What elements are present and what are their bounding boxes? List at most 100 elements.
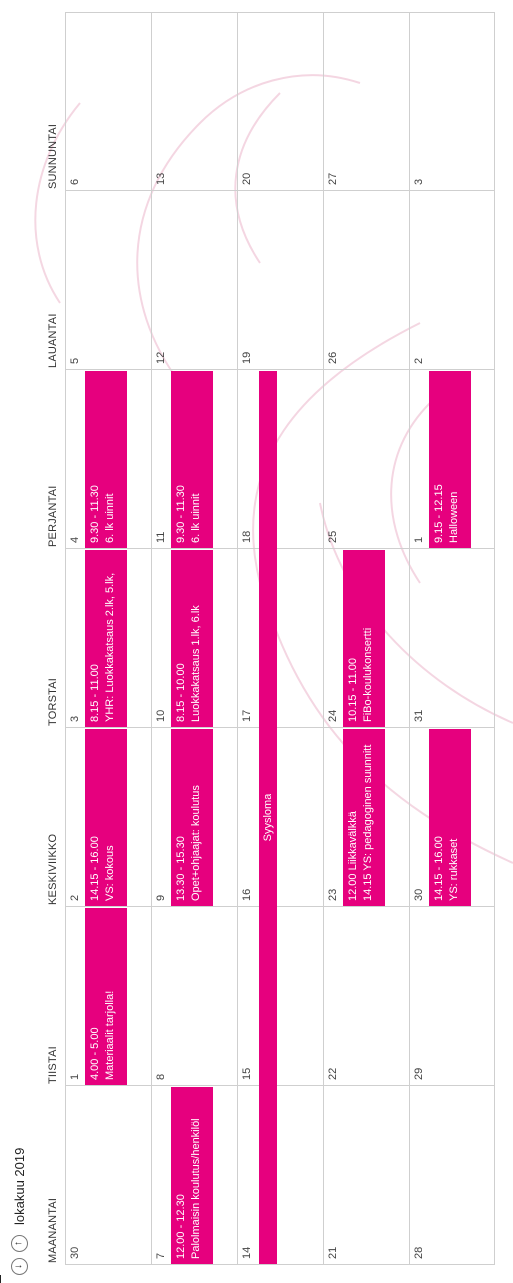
calendar-event[interactable]: 4.00 - 5.00 Materiaalit tarjolla! bbox=[85, 908, 127, 1085]
day-number: 28 bbox=[413, 1246, 425, 1259]
day-cell[interactable]: 21 bbox=[323, 1086, 409, 1265]
event-text: FiBo-koulukonsertti bbox=[362, 627, 374, 722]
day-cell[interactable]: 15 bbox=[237, 907, 323, 1086]
weekday-header: TIISTAI bbox=[47, 1046, 59, 1084]
event-text: Halloween bbox=[448, 491, 460, 543]
day-number: 4 bbox=[69, 536, 81, 543]
calendar-event[interactable]: 9.30 - 11.30 6. lk uinnit bbox=[85, 371, 127, 548]
day-number: 7 bbox=[155, 1252, 167, 1259]
calendar-event[interactable]: 12.00 Liikkavälkkä 14.15 YS: pedagoginen … bbox=[343, 729, 385, 906]
day-cell[interactable]: 2 bbox=[409, 191, 495, 370]
day-number: 18 bbox=[241, 530, 253, 543]
day-cell[interactable]: 3 bbox=[409, 12, 495, 191]
day-cell[interactable]: 5 bbox=[65, 191, 151, 370]
event-text: 14.15 YS: pedagoginen suunnitt bbox=[362, 744, 374, 901]
weekday-header: MAANANTAI bbox=[47, 1197, 59, 1263]
calendar-event[interactable]: 13.30 - 15.30 Opet+ohjaajat: koulutus bbox=[171, 729, 213, 906]
weekday-header: SUNNUNTAI bbox=[47, 123, 59, 189]
day-number: 10 bbox=[155, 709, 167, 722]
day-number: 3 bbox=[413, 178, 425, 185]
day-cell[interactable]: 14 bbox=[237, 1086, 323, 1265]
day-cell[interactable]: 12 bbox=[151, 191, 237, 370]
day-number: 3 bbox=[69, 715, 81, 722]
day-cell[interactable]: 18 bbox=[237, 370, 323, 549]
event-text: 6. lk uinnit bbox=[104, 493, 116, 543]
calendar-event[interactable]: 9.30 - 11.30 6. lk uinnit bbox=[171, 371, 213, 548]
event-text: Syysloma bbox=[261, 793, 274, 842]
event-text: 8.15 - 10.00 bbox=[175, 663, 187, 722]
event-text: 13.30 - 15.30 bbox=[175, 836, 187, 901]
weekday-header: LAUANTAI bbox=[47, 313, 59, 368]
multi-day-event[interactable]: Syysloma bbox=[259, 371, 277, 1264]
event-text: 12.00 Liikkavälkkä bbox=[347, 811, 359, 901]
event-text: 4.00 - 5.00 bbox=[89, 1027, 101, 1080]
arrow-down-icon: ↓ bbox=[13, 1264, 24, 1269]
event-text: Opet+ohjaajat: koulutus bbox=[190, 785, 202, 901]
calendar-event[interactable]: 8.15 - 11.00 YHR: Luokkakatsaus 2.lk, 5.l… bbox=[85, 550, 127, 727]
weekday-header: KESKIVIIKKO bbox=[47, 833, 59, 905]
day-number: 19 bbox=[241, 351, 253, 364]
calendar-event[interactable]: 14.15 - 16.00 VS: kokous bbox=[85, 729, 127, 906]
month-grid: MAANANTAI TIISTAI KESKIVIIKKO TORSTAI PERJAN… bbox=[47, 0, 497, 1265]
event-text: Luokkakatsaus 1.lk, 6.lk bbox=[190, 605, 202, 722]
event-text: YS: rukkaset bbox=[448, 838, 460, 901]
day-number: 5 bbox=[69, 357, 81, 364]
day-cell[interactable]: 28 bbox=[409, 1086, 495, 1265]
event-text: 9.30 - 11.30 bbox=[89, 485, 101, 543]
day-number: 24 bbox=[327, 709, 339, 722]
day-cell[interactable]: 20 bbox=[237, 12, 323, 191]
day-number: 6 bbox=[69, 178, 81, 185]
event-text: 8.15 - 11.00 bbox=[89, 664, 101, 722]
day-number: 27 bbox=[327, 172, 339, 185]
arrow-up-icon: ↑ bbox=[13, 1241, 24, 1246]
event-text: 9.15 - 12.15 bbox=[433, 484, 445, 543]
day-cell[interactable]: 25 bbox=[323, 370, 409, 549]
day-cell[interactable]: 17 bbox=[237, 549, 323, 728]
day-number: 20 bbox=[241, 172, 253, 185]
event-text: 9.30 - 11.30 bbox=[175, 485, 187, 543]
day-number: 17 bbox=[241, 709, 253, 722]
event-text: 10.15 - 11.00 bbox=[347, 657, 359, 722]
day-number: 21 bbox=[327, 1246, 339, 1259]
day-cell[interactable]: 8 bbox=[151, 907, 237, 1086]
day-cell[interactable]: 26 bbox=[323, 191, 409, 370]
day-number: 2 bbox=[69, 894, 81, 901]
day-number: 1 bbox=[413, 536, 425, 543]
calendar-event[interactable]: 12.00 - 12.30 Palolmaisin koulutus/henkil… bbox=[171, 1087, 213, 1264]
month-navigation: ↓ ↑ lokakuu 2019 bbox=[4, 1148, 34, 1275]
calendar-event[interactable]: 9.15 - 12.15 Halloween bbox=[429, 371, 471, 548]
day-cell[interactable]: 27 bbox=[323, 12, 409, 191]
event-text: 6. lk uinnit bbox=[190, 493, 202, 543]
day-cell[interactable]: 29 bbox=[409, 907, 495, 1086]
calendar-event[interactable]: 14.15 - 16.00 YS: rukkaset bbox=[429, 729, 471, 906]
day-cell[interactable]: 19 bbox=[237, 191, 323, 370]
previous-month-button[interactable]: ↑ bbox=[10, 1235, 28, 1252]
day-cell[interactable]: 16 bbox=[237, 728, 323, 907]
day-number: 12 bbox=[155, 351, 167, 364]
weekday-header: PERJANTAI bbox=[47, 485, 59, 548]
day-number: 8 bbox=[155, 1073, 167, 1080]
event-text: YHR: Luokkakatsaus 2.lk, 5.lk, bbox=[104, 572, 116, 722]
edge-marker bbox=[0, 1275, 1, 1283]
day-number: 31 bbox=[413, 709, 425, 722]
day-number: 13 bbox=[155, 172, 167, 185]
day-number: 30 bbox=[69, 1246, 81, 1259]
calendar-event[interactable]: 10.15 - 11.00 FiBo-koulukonsertti bbox=[343, 550, 385, 727]
day-cell[interactable]: 30 bbox=[65, 1086, 151, 1265]
next-month-button[interactable]: ↓ bbox=[10, 1258, 28, 1275]
weekday-header: TORSTAI bbox=[47, 677, 59, 726]
day-cell[interactable]: 6 bbox=[65, 12, 151, 191]
event-text: VS: kokous bbox=[104, 845, 116, 901]
day-number: 11 bbox=[155, 531, 167, 543]
day-cell[interactable]: 22 bbox=[323, 907, 409, 1086]
day-number: 9 bbox=[155, 894, 167, 901]
day-number: 2 bbox=[413, 357, 425, 364]
event-text: 14.15 - 16.00 bbox=[89, 836, 101, 901]
day-cell[interactable]: 13 bbox=[151, 12, 237, 191]
day-number: 30 bbox=[413, 888, 425, 901]
day-number: 1 bbox=[69, 1073, 81, 1080]
day-cell[interactable]: 31 bbox=[409, 549, 495, 728]
day-number: 16 bbox=[241, 888, 253, 901]
calendar-event[interactable]: 8.15 - 10.00 Luokkakatsaus 1.lk, 6.lk bbox=[171, 550, 213, 727]
